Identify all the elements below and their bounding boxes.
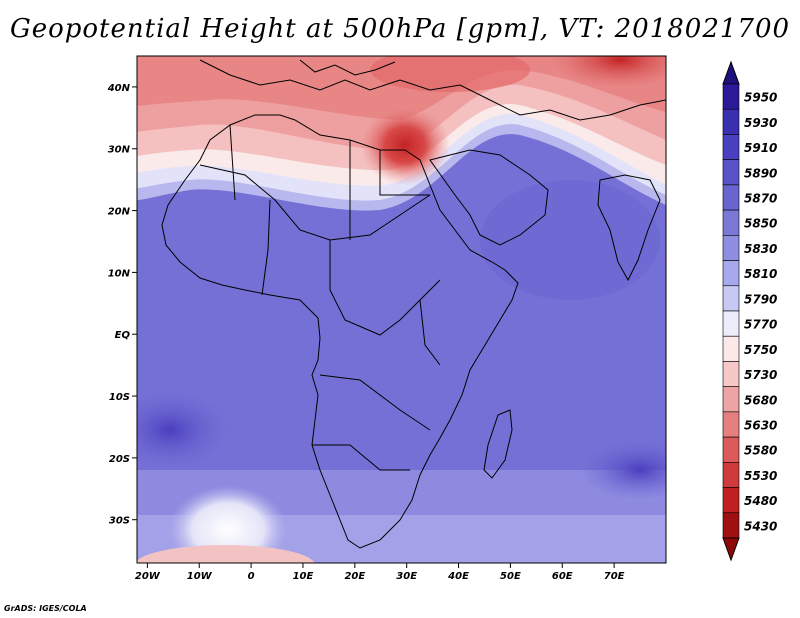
colorbar-swatch [722, 361, 740, 387]
colorbar-label: 5730 [744, 368, 777, 382]
lon-tick-label: 10W [187, 571, 213, 582]
colorbar-label: 5770 [744, 318, 777, 332]
lat-tick-label: 30N [108, 145, 131, 156]
colorbar-top-arrow [722, 60, 740, 85]
colorbar-label: 5910 [744, 141, 777, 155]
colorbar-swatch [722, 159, 740, 186]
lat-tick-label: 40N [107, 83, 131, 94]
colorbar-bottom-arrow [722, 537, 740, 562]
lon-tick-label: 40E [447, 571, 469, 582]
lon-tick-label: 0 [248, 571, 255, 582]
colorbar-swatch [722, 108, 740, 135]
colorbar-label: 5830 [744, 242, 777, 256]
colorbar-label: 5430 [744, 519, 777, 533]
border-1 [199, 164, 431, 241]
colorbar-label: 5580 [744, 444, 777, 458]
colorbar-label: 5950 [744, 91, 777, 105]
credit-label: GrADS: IGES/COLA [4, 604, 87, 613]
colorbar-label: 5750 [744, 343, 777, 357]
india [597, 174, 661, 282]
lat-tick-label: 20S [109, 454, 130, 465]
colorbar-swatch [722, 436, 740, 463]
lon-tick-label: 30E [396, 571, 417, 582]
lon-tick-label: 50E [500, 571, 521, 582]
colorbar-label: 5790 [744, 292, 777, 306]
lon-tick-label: 20W [135, 571, 161, 582]
colorbar-swatch [722, 310, 740, 337]
madagascar [483, 409, 513, 479]
colorbar-swatch [722, 335, 740, 362]
colorbar-label: 5850 [744, 217, 777, 231]
border-2 [261, 199, 271, 296]
border-9 [229, 124, 236, 201]
lat-tick-label: 30S [109, 516, 130, 527]
colorbar-swatch [722, 285, 740, 312]
lat-tick-label: 20N [108, 207, 131, 218]
colorbar-swatch [722, 184, 740, 211]
colorbar-swatch [722, 209, 740, 236]
colorbar-swatch [722, 487, 740, 514]
arabia [429, 149, 549, 246]
height-field [137, 56, 666, 563]
lon-tick-label: 60E [552, 571, 573, 582]
lat-tick-label: 10N [108, 268, 131, 279]
lon-tick-label: 10E [293, 571, 314, 582]
colorbar-label: 5930 [744, 116, 777, 130]
lon-tick-label: 70E [604, 571, 625, 582]
colorbar-swatch [722, 134, 740, 160]
map-frame [136, 55, 667, 564]
colorbar-swatch [722, 512, 740, 539]
longitude-axis: 20W 10W 0 10E 20E 30E 40E 50E 60E 70E [135, 563, 625, 582]
colorbar-label: 5630 [744, 419, 777, 433]
colorbar-label: 5870 [744, 192, 777, 206]
latitude-axis: 40N 30N 20N 10N EQ 10S 20S 30S [107, 83, 137, 527]
border-8 [419, 299, 441, 366]
border-4 [319, 374, 431, 431]
colorbar-swatch [722, 235, 740, 261]
map-title: Geopotential Height at 500hPa [gpm], VT:… [9, 14, 791, 44]
colorbar-swatch [722, 260, 740, 287]
border-5 [312, 444, 410, 471]
colorbar: 5950 5930 5910 5890 5870 5850 5830 5810 5790 5770… [722, 60, 777, 562]
border-6 [379, 150, 430, 196]
colorbar-swatch [722, 83, 740, 110]
colorbar-label: 5530 [744, 469, 777, 483]
mediterranean-north [299, 59, 396, 76]
colorbar-label: 5810 [744, 267, 777, 281]
colorbar-label: 5890 [744, 166, 777, 180]
colorbar-label: 5480 [744, 494, 777, 508]
lat-tick-label: 10S [109, 392, 130, 403]
coastlines [161, 59, 666, 549]
colorbar-label: 5680 [744, 393, 777, 407]
colorbar-swatch [722, 386, 740, 413]
lon-tick-label: 20E [344, 571, 365, 582]
colorbar-swatch [722, 411, 740, 438]
africa-outline [161, 114, 519, 549]
lat-tick-label: EQ [115, 330, 131, 341]
colorbar-swatch [722, 462, 740, 488]
europe-coast [199, 59, 666, 121]
